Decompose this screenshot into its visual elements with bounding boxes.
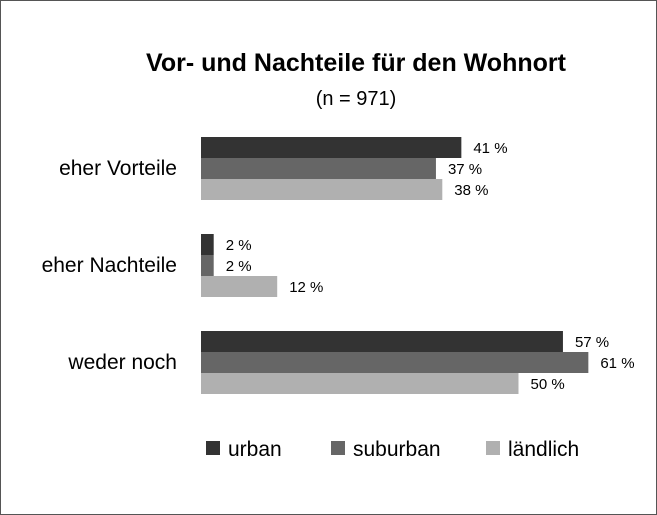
data-label: 12 % (289, 279, 323, 296)
bar-suburban-1 (201, 255, 214, 276)
category-label: weder noch (67, 351, 177, 374)
bar-suburban-0 (201, 158, 436, 179)
data-label: 41 % (473, 140, 507, 157)
bar-urban-1 (201, 234, 214, 255)
category-labels: eher Vorteile eher Nachteile weder noch (42, 157, 177, 374)
legend-swatch (486, 441, 500, 455)
legend-label: urban (228, 438, 282, 461)
data-label: 37 % (448, 161, 482, 178)
data-label: 38 % (454, 182, 488, 199)
bar-urban-0 (201, 137, 462, 158)
chart-subtitle: (n = 971) (316, 88, 397, 110)
legend-swatch (331, 441, 345, 455)
category-label: eher Vorteile (59, 157, 177, 180)
data-label: 61 % (600, 355, 634, 372)
legend-label: suburban (353, 438, 441, 461)
legend-label: ländlich (508, 438, 579, 461)
chart-title: Vor- und Nachteile für den Wohnort (146, 49, 567, 77)
bar-suburban-2 (201, 352, 589, 373)
bar-ländlich-2 (201, 373, 519, 394)
legend: urban suburban ländlich (206, 438, 579, 461)
data-label: 2 % (226, 237, 252, 254)
data-label: 2 % (226, 258, 252, 275)
data-labels: 41 % 2 % 57 % 37 % 2 % 61 % 38 % 12 % 50 % (226, 140, 635, 393)
bars (201, 137, 589, 394)
bar-ländlich-0 (201, 179, 443, 200)
legend-swatch (206, 441, 220, 455)
bar-urban-2 (201, 331, 563, 352)
data-label: 57 % (575, 334, 609, 351)
bar-ländlich-1 (201, 276, 278, 297)
data-label: 50 % (531, 376, 565, 393)
category-label: eher Nachteile (42, 254, 177, 277)
